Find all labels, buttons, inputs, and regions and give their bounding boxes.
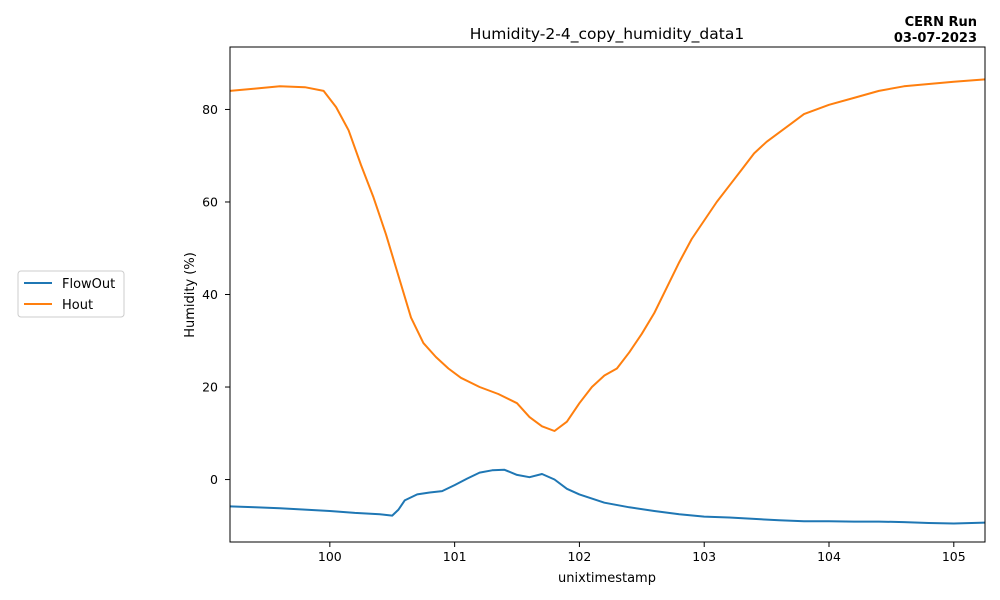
x-tick-label: 104 — [817, 549, 841, 564]
y-tick-label: 40 — [202, 287, 218, 302]
legend-label-flowout: FlowOut — [62, 277, 115, 292]
x-tick-label: 103 — [692, 549, 716, 564]
y-tick-label: 80 — [202, 102, 218, 117]
y-tick-label: 60 — [202, 194, 218, 209]
y-axis-label: Humidity (%) — [183, 252, 198, 338]
series-line-flowout — [229, 468, 986, 525]
x-axis: 100 101 102 103 104 105 — [318, 542, 966, 564]
x-axis-label: unixtimestamp — [558, 571, 656, 586]
y-tick-label: 0 — [210, 472, 218, 487]
x-tick-label: 101 — [443, 549, 467, 564]
legend: FlowOut Hout — [17, 270, 125, 318]
series-line-hout — [229, 78, 986, 432]
x-tick-label: 100 — [318, 549, 342, 564]
x-tick-label: 105 — [942, 549, 966, 564]
annotation-line-2: 03-07-2023 — [894, 31, 977, 46]
y-tick-label: 20 — [202, 380, 218, 395]
legend-label-hout: Hout — [62, 298, 93, 313]
x-tick-label: 102 — [567, 549, 591, 564]
chart-title: Humidity-2-4_copy_humidity_data1 — [470, 25, 744, 44]
annotation-line-1: CERN Run — [905, 15, 977, 30]
y-axis: 0 20 40 60 80 — [202, 102, 230, 487]
